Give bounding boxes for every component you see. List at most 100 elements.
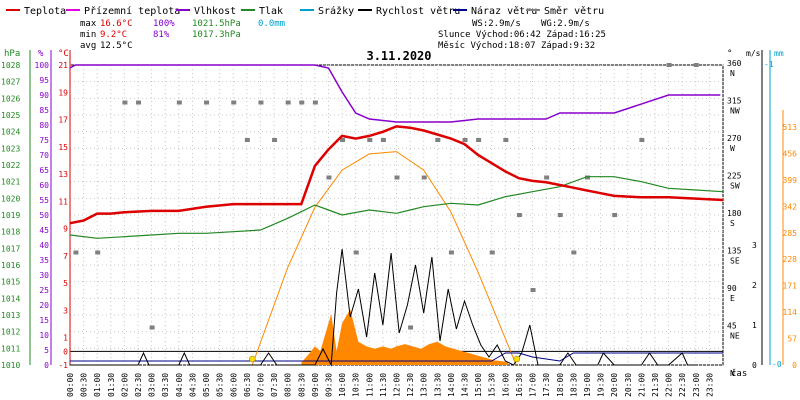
tick-label-celsius: 3 <box>63 306 68 315</box>
stat-wind-gust: WG:2.9m/s <box>541 19 590 29</box>
wind-direction-point <box>666 63 672 67</box>
wind-direction-point <box>462 138 468 142</box>
legend-item: Rychlost větru <box>358 5 460 17</box>
tick-label-solar: 0 <box>792 361 797 370</box>
x-tick-label: 10:30 <box>352 373 361 397</box>
x-tick-label: 05:30 <box>216 373 225 397</box>
x-tick-label: 01:00 <box>93 373 102 397</box>
tick-label-percent: 75 <box>39 136 49 145</box>
series-layer <box>69 63 724 367</box>
series-pressure <box>69 176 724 239</box>
x-tick-label: 20:30 <box>624 373 633 397</box>
x-tick-label: 15:00 <box>474 373 483 397</box>
tick-label-percent: 35 <box>39 256 49 265</box>
wind-direction-point <box>95 250 101 255</box>
tick-label-ms: 0 <box>752 361 757 370</box>
wind-direction-point <box>367 138 373 142</box>
stats-block: max 16.6°C 100% 1021.5hPa 0.0mm min 9.2°C 81% 10… <box>80 19 606 51</box>
stat-value: 1021.5hPa <box>192 19 241 29</box>
series-humidity <box>69 64 721 123</box>
tick-label-degrees: 270 <box>727 134 742 143</box>
tick-label-hpa: 1022 <box>1 161 20 170</box>
tick-label-celsius: 15 <box>58 143 68 152</box>
legend: Teplota Přízemní teplota Vlhkost Tlak Srážky… <box>6 5 604 17</box>
tick-label-mm: -0 <box>772 360 782 369</box>
x-tick-label: 16:00 <box>501 373 510 397</box>
tick-label-solar: 228 <box>783 255 798 264</box>
wind-direction-point <box>380 138 386 142</box>
x-tick-label: 21:00 <box>637 373 646 397</box>
tick-label-hpa: 1025 <box>1 111 20 120</box>
tick-label-direction: E <box>730 294 735 303</box>
tick-label-hpa: 1016 <box>1 261 20 270</box>
axis-title-hpa: hPa <box>4 49 20 59</box>
sunset-marker <box>513 355 521 363</box>
x-tick-label: 09:00 <box>311 373 320 397</box>
wind-direction-point <box>353 250 359 255</box>
tick-label-degrees: 135 <box>727 247 742 256</box>
tick-label-celsius: 1 <box>63 334 68 343</box>
x-tick-label: 13:30 <box>433 373 442 397</box>
legend-label: Vlhkost <box>194 6 236 17</box>
wind-direction-point <box>258 100 264 105</box>
x-tick-label: 14:30 <box>461 373 470 397</box>
legend-label: Směr větru <box>544 5 604 17</box>
tick-label-direction: SE <box>730 257 740 266</box>
wind-direction-point <box>544 175 550 180</box>
wind-direction-point <box>136 100 142 105</box>
x-tick-label: 22:00 <box>665 373 674 397</box>
x-tick-label: 11:30 <box>379 373 388 397</box>
tick-label-percent: 25 <box>39 286 49 295</box>
x-tick-label: 21:30 <box>651 373 660 397</box>
tick-label-solar: 114 <box>783 308 798 317</box>
tick-label-hpa: 1018 <box>1 228 20 237</box>
left-axes: hPa% °C1010101110121013101410151016101710… <box>1 49 71 370</box>
tick-label-direction: N <box>730 69 735 78</box>
x-tick-label: 19:00 <box>583 373 592 397</box>
wind-direction-point <box>326 175 332 180</box>
wind-direction-point <box>693 63 699 67</box>
x-tick-label: 08:00 <box>284 373 293 397</box>
tick-label-percent: 0 <box>44 361 49 370</box>
tick-label-hpa: 1011 <box>1 344 20 353</box>
x-tick-label: 03:30 <box>161 373 170 397</box>
wind-direction-point <box>612 213 618 217</box>
legend-item: Vlhkost <box>176 6 236 17</box>
legend-label: Náraz větru <box>471 5 537 17</box>
wind-direction-point <box>176 100 182 105</box>
wind-direction-point <box>639 138 645 142</box>
tick-label-celsius: -1 <box>58 361 68 370</box>
tick-label-hpa: 1026 <box>1 94 20 103</box>
x-tick-label: 11:00 <box>365 373 374 397</box>
stat-value: 9.2°C <box>100 30 127 40</box>
axis-title-mm: mm <box>774 49 784 58</box>
x-tick-label: 00:30 <box>80 373 89 397</box>
x-tick-label: 06:30 <box>243 373 252 397</box>
tick-label-hpa: 1021 <box>1 178 20 187</box>
tick-label-hpa: 1013 <box>1 311 20 320</box>
series-wind-speed <box>70 248 696 367</box>
x-tick-label: 14:00 <box>447 373 456 397</box>
x-tick-label: 01:30 <box>107 373 116 397</box>
x-tick-label: 18:30 <box>569 373 578 397</box>
tick-label-percent: 65 <box>39 166 49 175</box>
stat-value: 0.0mm <box>258 19 285 29</box>
x-tick-label: 16:30 <box>515 373 524 397</box>
tick-label-celsius: 19 <box>58 88 68 97</box>
tick-label-celsius: 17 <box>58 116 68 125</box>
tick-label-percent: 40 <box>39 241 49 250</box>
stat-value: avg <box>80 41 96 51</box>
wind-direction-point <box>73 250 79 255</box>
tick-label-hpa: 1020 <box>1 194 20 203</box>
x-tick-label: 12:00 <box>393 373 402 397</box>
wind-direction-point <box>421 175 427 180</box>
wind-direction-point <box>503 138 509 142</box>
wind-direction-point <box>312 100 318 105</box>
tick-label-direction: NW <box>730 107 740 116</box>
stat-value: 81% <box>153 30 170 40</box>
wind-direction-point <box>149 325 155 330</box>
tick-label-celsius: 21 <box>58 61 68 70</box>
legend-item: Teplota <box>6 6 66 17</box>
tick-label-hpa: 1012 <box>1 328 20 337</box>
